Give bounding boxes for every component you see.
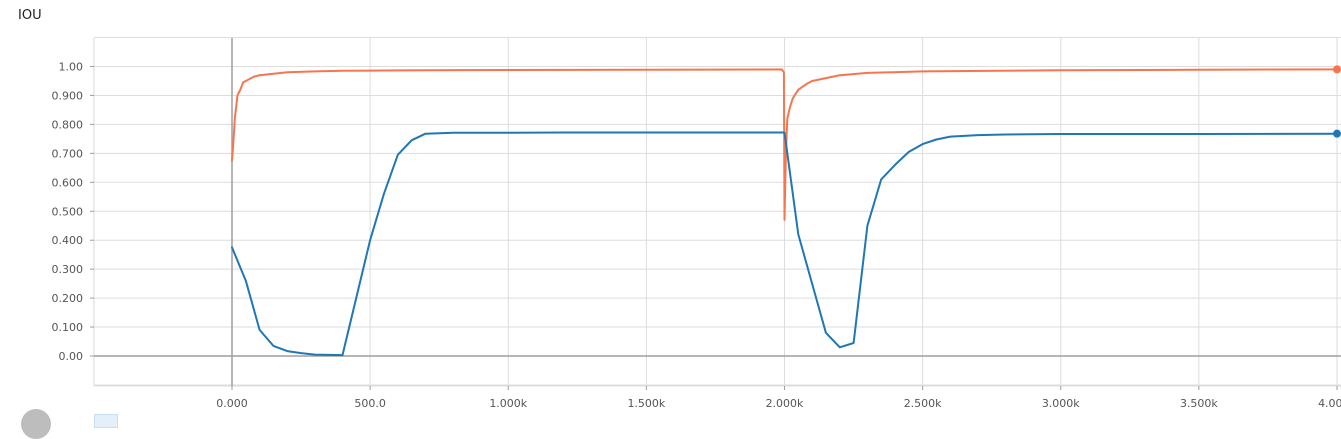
- iou-line-chart[interactable]: 0.000 500.0 1.000k 1.500k 2.000k 2.500k 3.000k…: [0, 0, 1341, 418]
- y-tick-label: 0.800: [52, 118, 84, 131]
- axes: [90, 38, 1341, 390]
- toolbar-avatar-icon[interactable]: [21, 409, 51, 439]
- y-tick-label: 0.400: [52, 234, 84, 247]
- y-tick-label: 0.100: [52, 321, 84, 334]
- x-tick-label: 3.500k: [1180, 397, 1218, 410]
- y-tick-label: 0.700: [52, 147, 84, 160]
- x-tick-label: 2.000k: [766, 397, 804, 410]
- y-tick-label: 0.900: [52, 89, 84, 102]
- series-line-0[interactable]: [231, 68, 1338, 221]
- y-tick-label: 0.200: [52, 292, 84, 305]
- grid-lines: [93, 37, 1341, 386]
- y-tick-label: 1.00: [59, 61, 84, 74]
- chart-title: IOU: [18, 8, 42, 23]
- x-tick-label: 2.500k: [904, 397, 942, 410]
- y-tick-label: 0.300: [52, 263, 84, 276]
- series-end-point-0[interactable]: [1333, 65, 1341, 74]
- series-line-1[interactable]: [231, 131, 1338, 357]
- toolbar-toggle-icon[interactable]: [94, 414, 118, 428]
- series-lines: [231, 65, 1341, 357]
- x-tick-label: 1.000k: [489, 397, 527, 410]
- x-tick-label: 0.000: [216, 397, 248, 410]
- x-tick-label: 500.0: [354, 397, 386, 410]
- y-tick-label: 0.600: [52, 176, 84, 189]
- x-axis-tick-labels: 0.000 500.0 1.000k 1.500k 2.000k 2.500k 3.000k…: [216, 397, 1341, 410]
- y-axis-tick-labels: 0.00 0.100 0.200 0.300 0.400 0.500 0.600 0.700 0…: [52, 61, 84, 364]
- x-tick-label: 4.000k: [1318, 397, 1341, 410]
- y-tick-label: 0.500: [52, 205, 84, 218]
- y-tick-label: 0.00: [59, 350, 84, 363]
- x-tick-label: 3.000k: [1042, 397, 1080, 410]
- x-tick-label: 1.500k: [627, 397, 665, 410]
- series-end-point-1[interactable]: [1333, 129, 1341, 138]
